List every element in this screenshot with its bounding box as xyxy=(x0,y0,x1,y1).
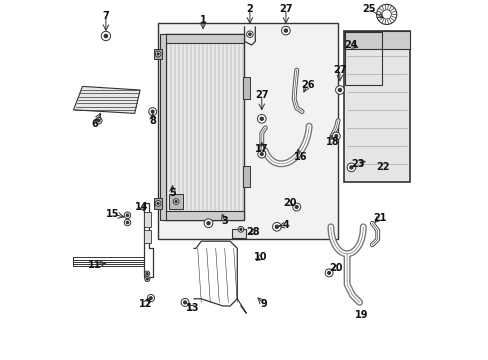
Circle shape xyxy=(126,221,128,224)
Bar xyxy=(168,194,183,209)
Bar xyxy=(242,166,249,187)
Circle shape xyxy=(204,219,212,228)
Circle shape xyxy=(155,201,161,206)
Text: 5: 5 xyxy=(169,188,176,198)
Text: 6: 6 xyxy=(92,119,98,129)
Circle shape xyxy=(346,163,355,172)
Text: 26: 26 xyxy=(300,80,314,90)
Text: 27: 27 xyxy=(332,65,346,75)
Circle shape xyxy=(349,166,352,169)
Circle shape xyxy=(98,120,100,122)
Text: 2: 2 xyxy=(246,4,253,14)
Circle shape xyxy=(257,114,265,123)
Bar xyxy=(242,77,249,99)
Circle shape xyxy=(175,201,177,203)
Circle shape xyxy=(325,269,332,277)
Bar xyxy=(343,31,409,49)
Text: 22: 22 xyxy=(376,162,389,172)
Text: 10: 10 xyxy=(253,252,267,262)
Text: 17: 17 xyxy=(255,144,268,154)
Text: 19: 19 xyxy=(354,310,367,320)
Circle shape xyxy=(173,199,179,204)
Circle shape xyxy=(376,4,396,24)
Bar xyxy=(154,49,162,59)
Circle shape xyxy=(147,294,154,302)
Text: 8: 8 xyxy=(149,116,156,126)
Circle shape xyxy=(151,110,154,113)
Bar xyxy=(154,198,162,209)
Circle shape xyxy=(124,212,130,219)
Circle shape xyxy=(146,273,148,274)
Text: 21: 21 xyxy=(372,213,386,223)
Text: 3: 3 xyxy=(221,216,227,226)
Polygon shape xyxy=(73,86,140,113)
Circle shape xyxy=(292,203,300,211)
Bar xyxy=(231,229,246,238)
Circle shape xyxy=(146,278,148,280)
Circle shape xyxy=(157,53,159,55)
Text: 25: 25 xyxy=(361,4,375,14)
Text: 16: 16 xyxy=(293,152,306,162)
Circle shape xyxy=(101,31,110,41)
Circle shape xyxy=(157,202,159,204)
Text: 11: 11 xyxy=(88,260,102,270)
Text: 24: 24 xyxy=(343,40,357,50)
Bar xyxy=(343,31,409,182)
Text: 27: 27 xyxy=(255,90,268,100)
Circle shape xyxy=(155,51,161,57)
Circle shape xyxy=(240,228,242,230)
Text: 28: 28 xyxy=(246,227,260,237)
Circle shape xyxy=(144,271,149,276)
Bar xyxy=(160,34,166,220)
Circle shape xyxy=(95,117,102,124)
Circle shape xyxy=(206,222,209,225)
Text: 18: 18 xyxy=(325,137,339,147)
Circle shape xyxy=(126,214,128,216)
Circle shape xyxy=(148,108,156,116)
Circle shape xyxy=(275,225,278,228)
Bar xyxy=(165,34,244,220)
Circle shape xyxy=(124,219,130,226)
Bar xyxy=(144,212,151,227)
Text: 12: 12 xyxy=(139,299,152,309)
Circle shape xyxy=(144,276,149,282)
Text: 15: 15 xyxy=(106,209,120,219)
Circle shape xyxy=(104,34,107,38)
Text: 13: 13 xyxy=(185,303,199,313)
Text: 9: 9 xyxy=(261,299,267,309)
Circle shape xyxy=(338,89,341,91)
Bar xyxy=(165,34,244,43)
Circle shape xyxy=(248,33,250,35)
Bar xyxy=(158,23,337,239)
Bar xyxy=(165,211,244,220)
Circle shape xyxy=(327,271,330,274)
Text: 20: 20 xyxy=(282,198,296,208)
Circle shape xyxy=(284,29,287,32)
Circle shape xyxy=(381,10,390,19)
Text: 20: 20 xyxy=(329,263,343,273)
Circle shape xyxy=(272,222,281,231)
Circle shape xyxy=(149,297,152,299)
Circle shape xyxy=(335,86,344,94)
Text: 1: 1 xyxy=(199,15,206,25)
Circle shape xyxy=(246,31,253,37)
Circle shape xyxy=(334,135,337,138)
Circle shape xyxy=(238,226,244,232)
Text: 4: 4 xyxy=(282,220,289,230)
Text: 14: 14 xyxy=(135,202,148,212)
Text: 7: 7 xyxy=(102,11,109,21)
Bar xyxy=(144,230,151,243)
Text: 23: 23 xyxy=(350,159,364,169)
Text: 27: 27 xyxy=(279,4,292,14)
Circle shape xyxy=(295,206,298,208)
Circle shape xyxy=(257,150,265,158)
Circle shape xyxy=(332,132,340,140)
Circle shape xyxy=(260,153,263,156)
Circle shape xyxy=(260,117,263,120)
Circle shape xyxy=(181,298,189,306)
Circle shape xyxy=(281,26,289,35)
Bar xyxy=(345,32,381,85)
Circle shape xyxy=(183,301,186,304)
